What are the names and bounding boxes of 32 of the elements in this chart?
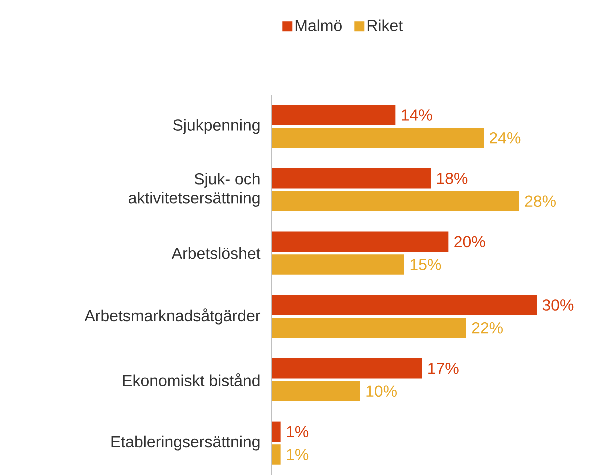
bar (272, 358, 422, 379)
y-tick-label: Sjuk- och aktivitetsersättning (128, 173, 260, 207)
legend-label: Malmö (296, 20, 342, 32)
y-tick-label: Ekonomiskt bistånd (123, 373, 260, 387)
data-label: 24% (490, 132, 521, 144)
y-tick-label: Arbetslöshet (172, 247, 261, 260)
data-label: 10% (366, 386, 397, 398)
bar (272, 422, 281, 442)
bar (272, 381, 360, 402)
bar (272, 254, 404, 275)
bar (272, 444, 281, 465)
bar (272, 295, 537, 316)
y-tick-label: Etableringsersättning (112, 436, 260, 451)
data-label: 28% (525, 196, 556, 208)
legend-label: Riket (368, 20, 403, 32)
data-label: 1% (287, 449, 309, 460)
data-label: 18% (437, 172, 468, 184)
bar (272, 191, 520, 212)
data-label: 1% (287, 426, 309, 438)
bar (272, 105, 396, 126)
bar (272, 128, 484, 148)
bar (272, 318, 466, 338)
data-label: 20% (454, 236, 486, 248)
bar (272, 232, 449, 252)
data-label: 14% (402, 110, 432, 121)
data-label: 17% (428, 363, 459, 374)
y-tick-label: Sjukpenning (173, 119, 260, 134)
y-tick-label: Arbetsmarknadsåtgärder (84, 308, 261, 325)
data-label: 30% (542, 300, 574, 311)
data-label: 15% (410, 259, 442, 270)
data-label: 22% (472, 322, 503, 334)
bar (272, 168, 431, 189)
